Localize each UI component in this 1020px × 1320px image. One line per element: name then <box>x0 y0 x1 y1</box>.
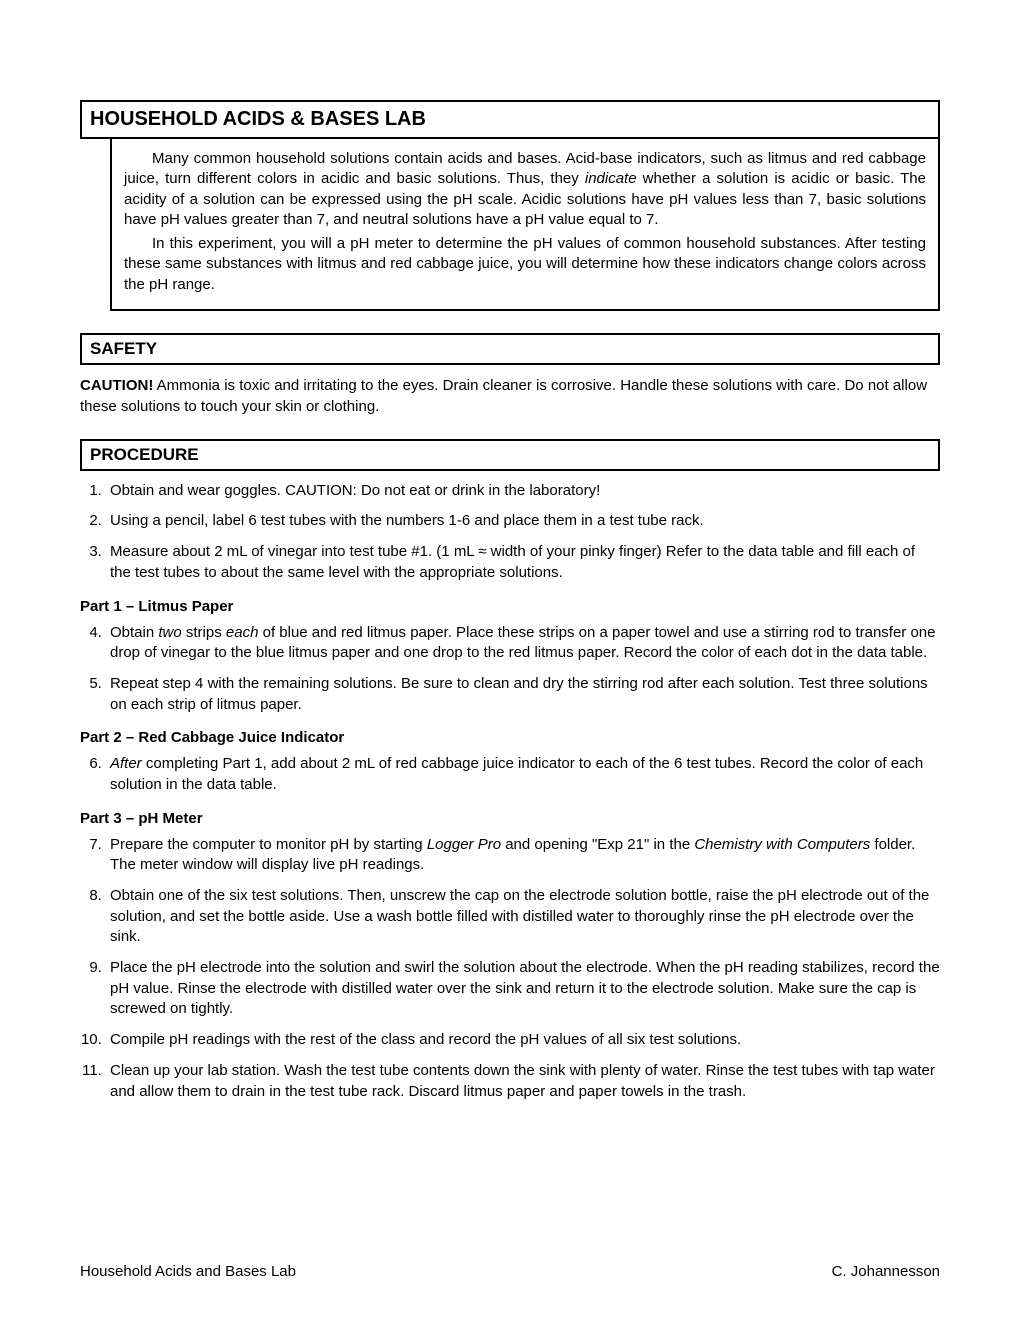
step-1: Obtain and wear goggles. CAUTION: Do not… <box>106 481 940 502</box>
step-3: Measure about 2 mL of vinegar into test … <box>106 542 940 583</box>
step-5: Repeat step 4 with the remaining solutio… <box>106 674 940 715</box>
page-footer: Household Acids and Bases Lab C. Johanne… <box>80 1263 940 1280</box>
step-text: Obtain <box>110 624 158 641</box>
step-4: Obtain two strips each of blue and red l… <box>106 623 940 664</box>
step-text: completing Part 1, add about 2 mL of red… <box>110 755 923 793</box>
intro-paragraph-2: In this experiment, you will a pH meter … <box>124 234 926 295</box>
step-italic: Logger Pro <box>427 836 501 853</box>
part-2-heading: Part 2 – Red Cabbage Juice Indicator <box>80 729 940 746</box>
step-10: Compile pH readings with the rest of the… <box>106 1030 940 1051</box>
step-italic: After <box>110 755 142 772</box>
step-text: strips <box>182 624 226 641</box>
caution-label: CAUTION! <box>80 377 153 394</box>
procedure-list: Obtain and wear goggles. CAUTION: Do not… <box>80 481 940 584</box>
procedure-list-part3: Prepare the computer to monitor pH by st… <box>80 835 940 1103</box>
step-11: Clean up your lab station. Wash the test… <box>106 1061 940 1102</box>
step-text: and opening "Exp 21" in the <box>501 836 694 853</box>
intro-box: Many common household solutions contain … <box>110 139 940 311</box>
document-title: HOUSEHOLD ACIDS & BASES LAB <box>80 100 940 139</box>
page: HOUSEHOLD ACIDS & BASES LAB Many common … <box>0 0 1020 1320</box>
step-7: Prepare the computer to monitor pH by st… <box>106 835 940 876</box>
part-3-heading: Part 3 – pH Meter <box>80 810 940 827</box>
procedure-header: PROCEDURE <box>80 439 940 471</box>
footer-right: C. Johannesson <box>832 1263 940 1280</box>
step-italic: two <box>158 624 181 641</box>
safety-header: SAFETY <box>80 333 940 365</box>
footer-left: Household Acids and Bases Lab <box>80 1263 296 1280</box>
caution-text: Ammonia is toxic and irritating to the e… <box>80 377 927 415</box>
step-text: Prepare the computer to monitor pH by st… <box>110 836 427 853</box>
procedure-list-part1: Obtain two strips each of blue and red l… <box>80 623 940 716</box>
safety-caution: CAUTION! Ammonia is toxic and irritating… <box>80 375 940 417</box>
step-6: After completing Part 1, add about 2 mL … <box>106 754 940 795</box>
step-9: Place the pH electrode into the solution… <box>106 958 940 1020</box>
intro-paragraph-1: Many common household solutions contain … <box>124 149 926 230</box>
step-italic: Chemistry with Computers <box>694 836 870 853</box>
intro-italic: indicate <box>585 170 637 187</box>
procedure-list-part2: After completing Part 1, add about 2 mL … <box>80 754 940 795</box>
step-8: Obtain one of the six test solutions. Th… <box>106 886 940 948</box>
part-1-heading: Part 1 – Litmus Paper <box>80 598 940 615</box>
step-2: Using a pencil, label 6 test tubes with … <box>106 511 940 532</box>
step-italic: each <box>226 624 259 641</box>
